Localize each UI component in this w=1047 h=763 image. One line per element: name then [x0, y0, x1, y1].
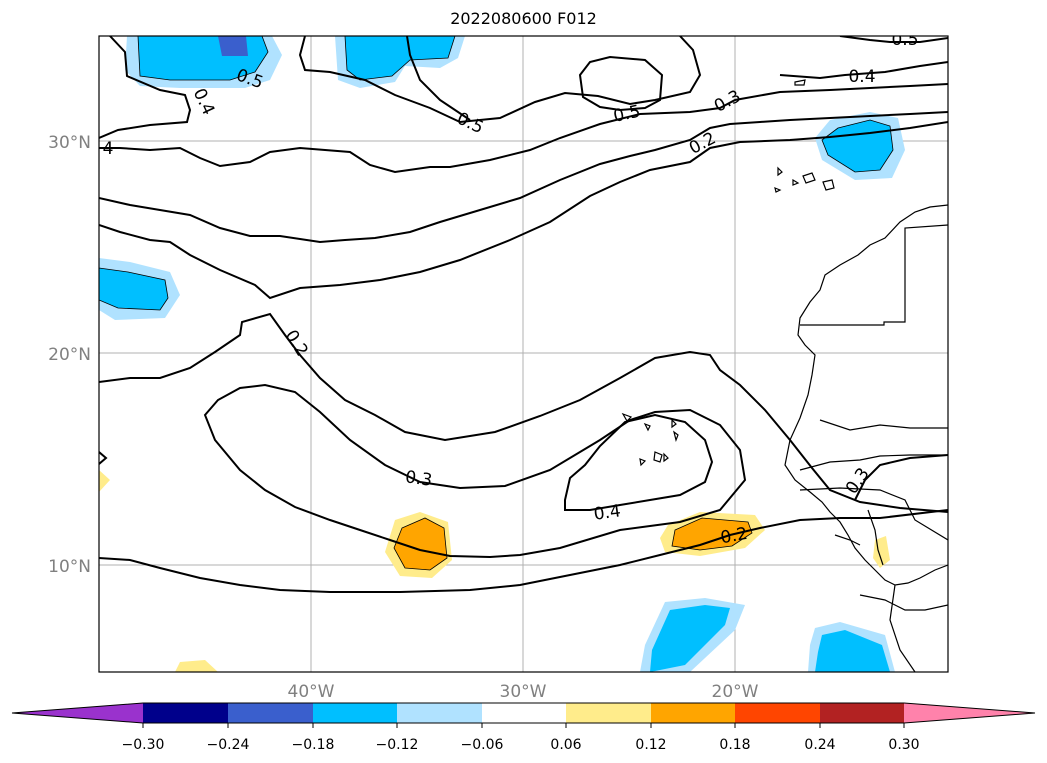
contour-label: 0.3 — [404, 467, 434, 491]
lon-label-40w: 40°W — [288, 682, 335, 702]
lon-label-30w: 30°W — [500, 682, 547, 702]
contour-labels: 0.5 0.4 4 0.5 0.5 0.3 0.2 0.5 0.4 0.2 0.… — [103, 30, 919, 548]
contour-label: 0.3 — [842, 464, 874, 498]
colorbar: −0.30 −0.24 −0.18 −0.12 −0.06 0.06 0.12 … — [11, 702, 1036, 753]
colorbar-tick-label: −0.18 — [292, 737, 335, 753]
colorbar-tick-label: 0.12 — [635, 737, 666, 753]
colorbar-segment — [313, 703, 397, 723]
map-frame — [98, 35, 949, 673]
colorbar-segment — [482, 703, 566, 723]
colorbar-segment — [651, 703, 735, 723]
shading-outlines — [99, 36, 894, 571]
colorbar-tick-label: 0.06 — [550, 737, 581, 753]
contour-lines — [99, 36, 948, 593]
colorbar-tick-label: −0.06 — [461, 737, 504, 753]
positive-anomaly-shading — [99, 470, 890, 672]
colorbar-segment — [566, 703, 651, 723]
colorbar-tick-label: −0.12 — [376, 737, 419, 753]
colorbar-max-extension — [904, 703, 1035, 723]
contour-label: 0.5 — [891, 30, 918, 50]
lat-label-20n: 20°N — [48, 345, 91, 365]
contour-label: 0.4 — [189, 85, 219, 118]
map-title: 2022080600 F012 — [450, 9, 597, 28]
colorbar-tick-label: 0.18 — [719, 737, 750, 753]
colorbar-segment — [735, 703, 820, 723]
contour-label: 0.4 — [848, 67, 875, 87]
colorbar-segment — [228, 703, 313, 723]
lon-label-20w: 20°W — [712, 682, 759, 702]
contour-label: 0.2 — [281, 327, 312, 361]
colorbar-min-extension — [12, 703, 143, 723]
colorbar-segment — [820, 703, 904, 723]
colorbar-segment — [397, 703, 482, 723]
negative-anomaly-shading — [99, 36, 905, 672]
lat-label-30n: 30°N — [48, 133, 91, 153]
map-area: 0.5 0.4 4 0.5 0.5 0.3 0.2 0.5 0.4 0.2 0.… — [99, 30, 948, 672]
contour-label: 4 — [103, 139, 114, 159]
colorbar-tick-label: −0.24 — [207, 737, 250, 753]
colorbar-tick-label: 0.24 — [804, 737, 835, 753]
colorbar-tick-label: −0.30 — [122, 737, 165, 753]
contour-label: 0.3 — [711, 86, 744, 116]
colorbar-segment — [143, 703, 228, 723]
contour-label: 0.2 — [686, 128, 719, 158]
latitude-labels: 30°N 20°N 10°N — [48, 133, 91, 577]
contour-label: 0.2 — [719, 524, 749, 548]
colorbar-tick-label: 0.30 — [888, 737, 919, 753]
coastlines — [621, 79, 948, 672]
contour-label: 0.5 — [612, 102, 643, 127]
lat-label-10n: 10°N — [48, 557, 91, 577]
longitude-labels: 40°W 30°W 20°W — [288, 682, 759, 702]
colorbar-ticks — [142, 723, 905, 728]
contour-label: 0.4 — [593, 501, 623, 525]
gridlines — [99, 36, 948, 672]
